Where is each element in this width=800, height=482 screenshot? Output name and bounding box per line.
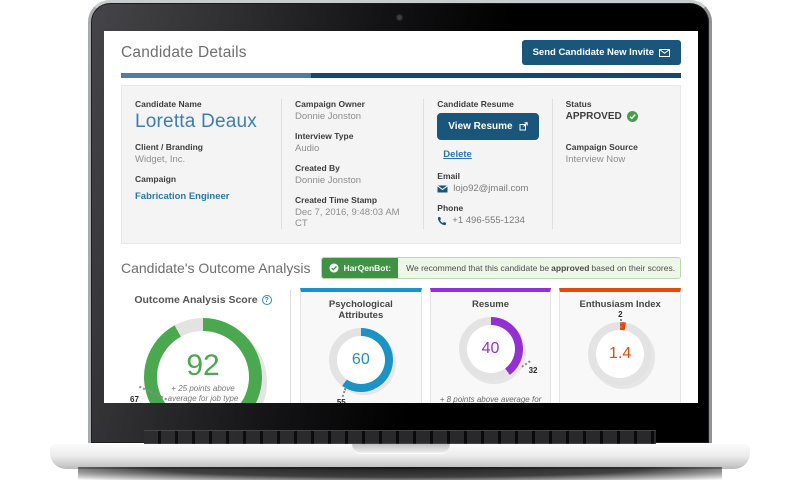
card-title: Enthusiasm Index [579,299,661,310]
client-branding-label: Client / Branding [135,142,203,152]
status-label: Status [565,99,592,109]
view-resume-label: View Resume [448,121,513,132]
webcam-dot [397,15,402,20]
email-value[interactable]: lojo92@jmail.com [453,183,529,194]
outcome-score-value: 92 [186,348,220,382]
send-invite-button[interactable]: Send Candidate New Invite [521,40,681,65]
interview-type-label: Interview Type [295,131,354,141]
psych-average-callout: 55 [336,398,346,403]
page-header: Candidate Details Send Candidate New Inv… [104,31,698,72]
outcome-analysis-heading: Candidate's Outcome Analysis [121,260,311,276]
campaign-link[interactable]: Fabrication Engineer [135,191,230,202]
score-cards: Psychological Attributes 60 55 + 5 point… [300,288,682,403]
card-resume: Resume 40 32 + 8 points above average fo… [429,288,552,403]
laptop-lid-notch [352,444,450,454]
card-annotation: + 8 points above average for job type [439,395,542,403]
card-enthusiasm-index: Enthusiasm Index 1.4 2 - 0.6 points belo… [559,288,682,403]
outcome-score-gauge-wrap: 92 + 25 points above average for job typ… [130,308,262,403]
section-divider-bar [121,73,681,78]
card-title: Resume [472,299,509,310]
enthusiasm-average-leader-line [620,319,623,328]
details-column-meta: Campaign Owner Donnie Jonston Interview … [281,99,423,229]
outcome-analysis-section: Outcome Analysis Score ? 92 + 25 points … [121,288,682,403]
campaign-owner-label: Campaign Owner [295,99,365,109]
outcome-average-callout: 67 [130,395,139,403]
campaign-label: Campaign [135,174,177,184]
outcome-score-annotation: + 25 points above average for job type [167,383,239,403]
card-title: Psychological Attributes [328,299,393,321]
candidate-name-value: Loretta Deaux [135,111,257,132]
phone-icon [437,216,447,226]
harqenbot-badge: HarQenBot: We recommend that this candid… [321,257,681,279]
details-column-resume-contact: Candidate Resume View Resume Delete Emai… [423,99,551,229]
interview-type-value: Audio [295,143,320,154]
laptop-keyboard [144,430,656,444]
delete-resume-link[interactable]: Delete [443,149,472,160]
vertical-divider [290,290,291,403]
resume-score-value: 40 [481,340,500,357]
created-time-stamp-label: Created Time Stamp [295,195,378,205]
page-title: Candidate Details [121,43,247,61]
card-annotation: - 0.6 points below average for job type [568,402,673,403]
card-psychological-attributes: Psychological Attributes 60 55 + 5 point… [300,288,422,403]
psych-donut: 60 [328,328,393,392]
created-by-label: Created By [295,163,340,173]
resume-donut: 40 [458,317,523,381]
app-screen: Candidate Details Send Candidate New Inv… [104,31,698,403]
campaign-source-label: Campaign Source [565,142,638,152]
phone-value: +1 496-555-1234 [452,215,525,226]
divider-light-segment [121,73,312,78]
enthusiasm-score-value: 1.4 [609,345,632,362]
outcome-score-block: Outcome Analysis Score ? 92 + 25 points … [121,288,285,403]
candidate-details-panel: Candidate Name Loretta Deaux Client / Br… [121,85,681,244]
divider-dark-segment [311,73,681,78]
created-time-stamp-value: Dec 7, 2016, 9:48:03 AM CT [295,207,400,229]
status-value: APPROVED [565,111,622,122]
enthusiasm-donut: 1.4 [588,322,653,386]
outcome-score-title: Outcome Analysis Score [134,294,258,306]
bot-message-emphasis: approved [551,263,590,273]
resume-average-callout: 32 [528,366,538,375]
external-link-icon [519,122,528,131]
envelope-icon [659,48,670,57]
client-branding-value: Widget, Inc. [135,154,186,165]
bot-check-icon [329,263,339,273]
send-invite-label: Send Candidate New Invite [532,47,654,58]
enthusiasm-average-callout: 2 [618,310,623,319]
view-resume-button[interactable]: View Resume [437,113,539,140]
harqenbot-name: HarQenBot: [322,258,399,278]
approved-check-icon [626,111,638,122]
envelope-icon [437,184,449,193]
psych-score-value: 60 [351,351,370,368]
harqenbot-message: We recommend that this candidate be appr… [398,258,681,278]
candidate-resume-label: Candidate Resume [437,99,514,109]
phone-label: Phone [437,203,464,213]
outcome-score-donut: 92 + 25 points above average for job typ… [144,318,262,403]
details-column-identity: Candidate Name Loretta Deaux Client / Br… [122,99,281,229]
campaign-owner-value: Donnie Jonston [295,111,362,122]
help-icon[interactable]: ? [261,295,272,305]
outcome-analysis-header: Candidate's Outcome Analysis HarQenBot: … [121,257,681,279]
details-column-status: Status APPROVED Campaign Source Intervie… [551,99,680,229]
candidate-name-label: Candidate Name [135,99,202,109]
campaign-source-value: Interview Now [565,154,626,165]
laptop-shadow [78,467,722,480]
created-by-value: Donnie Jonston [295,175,362,186]
email-label: Email [437,171,460,181]
